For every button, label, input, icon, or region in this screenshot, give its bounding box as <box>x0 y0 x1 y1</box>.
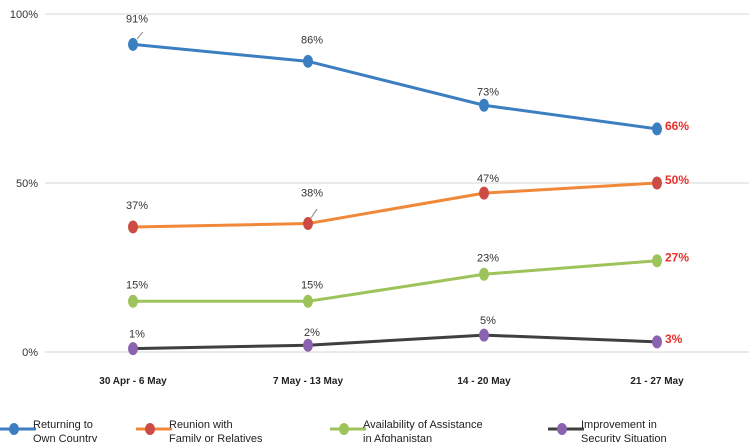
data-label: 5% <box>480 315 496 327</box>
data-point <box>652 335 662 349</box>
data-label: 15% <box>126 279 148 291</box>
data-point <box>652 176 662 190</box>
legend-label: Own Country <box>33 433 98 442</box>
data-point <box>479 328 489 342</box>
y-tick-label: 0% <box>22 347 38 359</box>
data-label: 50% <box>665 173 689 187</box>
legend-label: Family or Relatives <box>169 433 263 442</box>
legend-label: Improvement in <box>581 419 657 431</box>
x-tick-label: 30 Apr - 6 May <box>99 376 167 387</box>
data-label: 27% <box>665 251 689 265</box>
legend-label: Availability of Assistance <box>363 419 483 431</box>
data-point <box>128 342 138 356</box>
series-line <box>132 42 658 131</box>
data-label: 73% <box>477 86 499 98</box>
data-label: 37% <box>126 200 148 212</box>
data-point <box>128 294 138 308</box>
data-point <box>479 186 489 200</box>
label-leader-line <box>136 31 144 40</box>
y-tick-label: 50% <box>16 178 38 190</box>
legend-swatch-marker <box>557 423 567 435</box>
data-point <box>479 98 489 112</box>
data-label: 15% <box>301 279 323 291</box>
y-tick-label: 100% <box>10 9 38 21</box>
legend-swatch-marker <box>339 423 349 435</box>
data-point <box>652 122 662 136</box>
data-point <box>303 54 313 68</box>
legend-label: Returning to <box>33 419 93 431</box>
legend-label: in Afghanistan <box>363 433 432 442</box>
data-point <box>128 37 138 51</box>
series-line <box>132 181 658 229</box>
legend-label: Security Situation <box>581 433 667 442</box>
data-label: 3% <box>665 332 683 346</box>
legend-swatch-marker <box>9 423 19 435</box>
data-label: 91% <box>126 13 148 25</box>
legend-label: Reunion with <box>169 419 233 431</box>
x-tick-label: 7 May - 13 May <box>273 376 343 387</box>
data-point <box>652 254 662 268</box>
data-label: 86% <box>301 34 323 46</box>
data-label: 47% <box>477 173 499 185</box>
data-label: 66% <box>665 119 689 133</box>
legend-swatch-marker <box>145 423 155 435</box>
data-point <box>128 220 138 234</box>
data-point <box>303 217 313 231</box>
data-label: 2% <box>304 327 320 339</box>
label-leader-line <box>310 208 318 219</box>
data-point <box>479 267 489 281</box>
data-label: 1% <box>129 329 145 341</box>
data-point <box>303 338 313 352</box>
data-label: 23% <box>477 252 499 264</box>
series-line <box>133 259 658 303</box>
data-label: 38% <box>301 188 323 200</box>
x-tick-label: 14 - 20 May <box>457 376 511 387</box>
x-tick-label: 21 - 27 May <box>630 376 684 387</box>
data-point <box>303 294 313 308</box>
series-line <box>132 333 658 351</box>
